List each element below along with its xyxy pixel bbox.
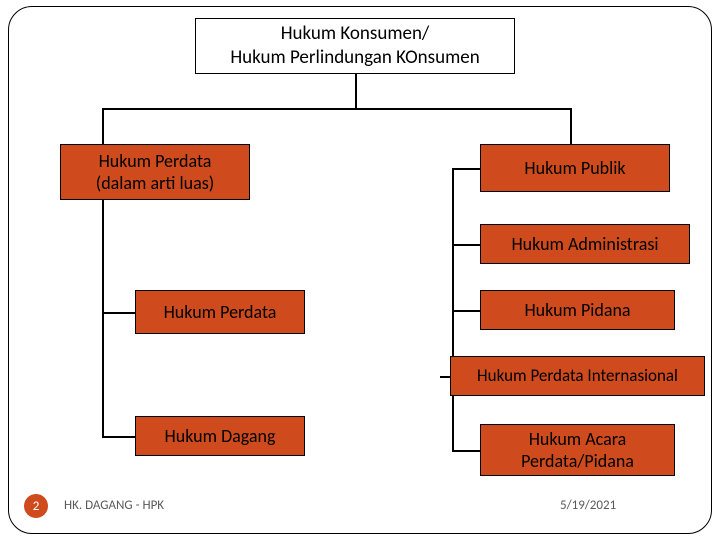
node-perdata-intl: Hukum Perdata Internasional: [450, 356, 705, 396]
connector: [452, 168, 480, 170]
node-publik-label: Hukum Publik: [524, 157, 625, 180]
node-perdata: Hukum Perdata: [135, 290, 305, 334]
connector: [452, 168, 454, 450]
node-acara-line2: Perdata/Pidana: [521, 450, 634, 473]
connector: [452, 244, 480, 246]
node-perdata-luas: Hukum Perdata (dalam arti luas): [60, 144, 250, 200]
node-perdata-luas-line2: (dalam arti luas): [96, 172, 214, 195]
node-pidana-label: Hukum Pidana: [524, 299, 630, 322]
node-root-line1: Hukum Konsumen/: [230, 22, 479, 46]
node-dagang: Hukum Dagang: [135, 416, 305, 456]
connector: [452, 310, 480, 312]
connector: [570, 108, 572, 144]
connector: [102, 200, 104, 438]
connector: [102, 312, 135, 314]
connector: [102, 436, 135, 438]
node-root-line2: Hukum Perlindungan KOnsumen: [230, 46, 479, 70]
node-perdata-luas-line1: Hukum Perdata: [96, 150, 214, 173]
node-administrasi: Hukum Administrasi: [480, 224, 690, 264]
page-number: 2: [24, 494, 48, 518]
node-pidana: Hukum Pidana: [480, 290, 675, 330]
node-root: Hukum Konsumen/ Hukum Perlindungan KOnsu…: [195, 18, 515, 74]
node-perdata-intl-label: Hukum Perdata Internasional: [477, 365, 678, 386]
node-perdata-label: Hukum Perdata: [164, 301, 277, 324]
node-acara-line1: Hukum Acara: [521, 428, 634, 451]
footer-right: 5/19/2021: [560, 498, 616, 513]
connector: [355, 74, 357, 108]
node-publik: Hukum Publik: [480, 144, 670, 192]
footer-left: HK. DAGANG - HPK: [64, 498, 164, 513]
connector: [102, 108, 104, 144]
node-acara: Hukum Acara Perdata/Pidana: [480, 424, 675, 476]
page-number-text: 2: [33, 499, 40, 514]
connector: [102, 108, 570, 110]
node-administrasi-label: Hukum Administrasi: [511, 233, 658, 256]
connector: [452, 450, 480, 452]
node-dagang-label: Hukum Dagang: [165, 425, 276, 448]
